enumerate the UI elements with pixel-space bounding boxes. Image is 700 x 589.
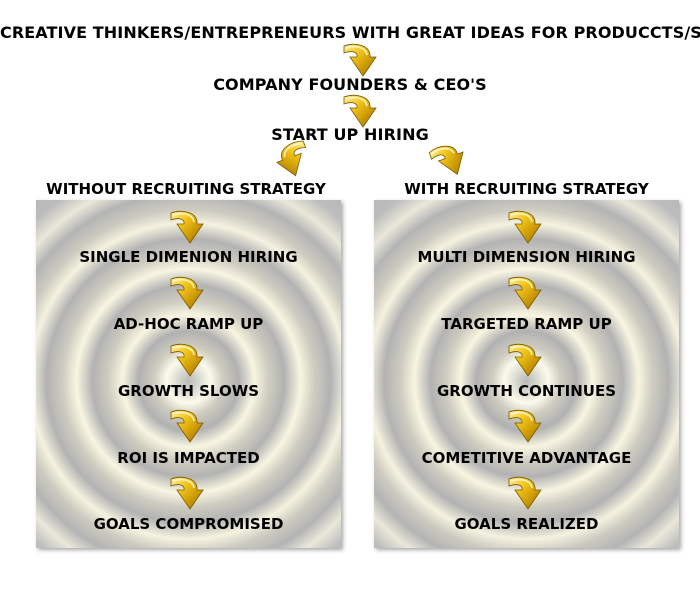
curved-arrow-icon (168, 408, 208, 444)
curved-arrow-icon (168, 275, 208, 311)
right-step: COMETITIVE ADVANTAGE (421, 449, 632, 467)
curved-arrow-icon (506, 475, 546, 511)
curved-arrow-icon (506, 342, 546, 378)
left-step: SINGLE DIMENION HIRING (79, 248, 298, 266)
right-step: GROWTH CONTINUES (436, 382, 617, 400)
left-step: ROI IS IMPACTED (117, 449, 260, 467)
curved-arrow-icon (506, 408, 546, 444)
curved-arrow-icon (168, 475, 208, 511)
right-step: MULTI DIMENSION HIRING (417, 248, 636, 266)
left-step: GROWTH SLOWS (117, 382, 260, 400)
curved-arrow-icon (341, 93, 381, 129)
curved-arrow-icon (168, 209, 208, 245)
curved-arrow-icon (168, 342, 208, 378)
left-column-title: WITHOUT RECRUITING STRATEGY (46, 180, 326, 198)
top-heading: CREATIVE THINKERS/ENTREPRENEURS WITH GRE… (0, 23, 700, 42)
right-panel: MULTI DIMENSION HIRING TARGETED RAMP UP … (374, 200, 679, 548)
curved-arrow-icon (506, 209, 546, 245)
left-step: AD-HOC RAMP UP (113, 315, 264, 333)
startup-hiring-heading: START UP HIRING (271, 125, 429, 144)
right-step: TARGETED RAMP UP (441, 315, 612, 333)
left-panel: SINGLE DIMENION HIRING AD-HOC RAMP UP GR… (36, 200, 341, 548)
right-step: GOALS REALIZED (454, 515, 599, 533)
left-step: GOALS COMPROMISED (93, 515, 284, 533)
curved-arrow-icon (506, 275, 546, 311)
founders-heading: COMPANY FOUNDERS & CEO'S (213, 75, 487, 94)
curved-arrow-icon (341, 42, 381, 78)
right-column-title: WITH RECRUITING STRATEGY (404, 180, 649, 198)
